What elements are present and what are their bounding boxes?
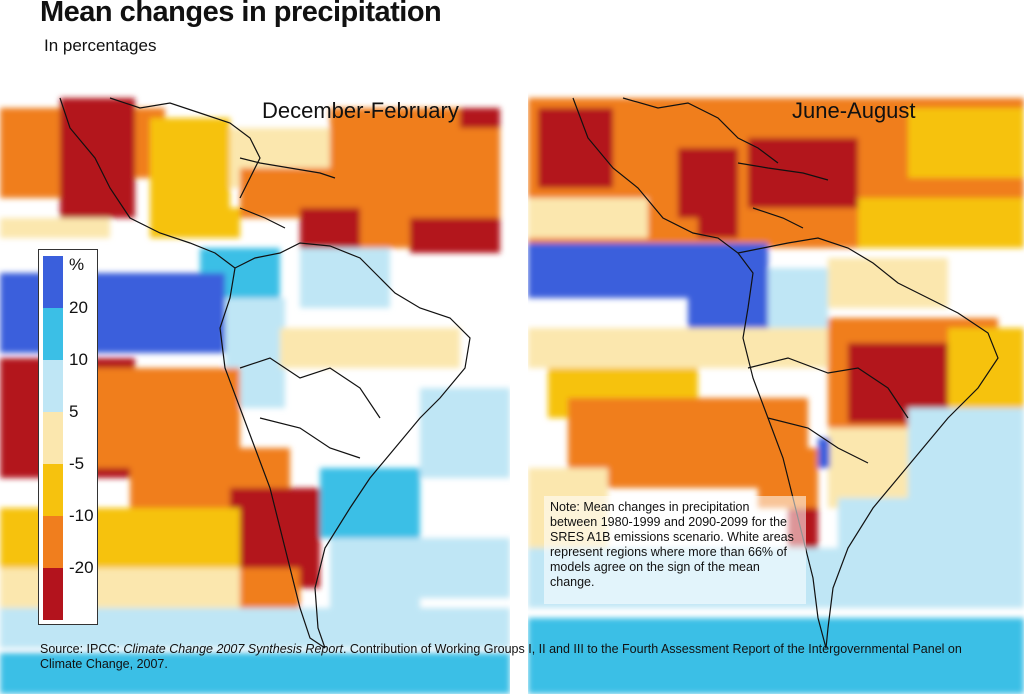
season-label-jun-aug: June-August bbox=[792, 98, 916, 123]
legend-label-minus-5: -5 bbox=[69, 454, 85, 473]
season-label-dec-feb: December-February bbox=[262, 98, 459, 123]
source-report-title: Climate Change 2007 Synthesis Report bbox=[123, 642, 343, 656]
legend-swatch-dark-blue bbox=[43, 256, 63, 308]
source-citation: Source: IPCC: Climate Change 2007 Synthe… bbox=[40, 642, 990, 672]
legend-label-10: 10 bbox=[69, 350, 88, 369]
legend-swatch-light-blue bbox=[43, 360, 63, 412]
legend-label-5: 5 bbox=[69, 402, 79, 421]
legend-swatch-cream bbox=[43, 412, 63, 464]
page-subtitle: In percentages bbox=[44, 36, 157, 55]
legend-swatch-blue bbox=[43, 308, 63, 360]
legend-swatch-dark-red bbox=[43, 568, 63, 620]
legend-label-minus-20: -20 bbox=[69, 558, 94, 577]
note-box: Note: Mean changes in precipitation betw… bbox=[544, 496, 806, 604]
note-text: Note: Mean changes in precipitation betw… bbox=[550, 500, 794, 589]
page-title: Mean changes in precipitation bbox=[40, 0, 442, 28]
legend-swatch-orange bbox=[43, 516, 63, 568]
legend-label-minus-10: -10 bbox=[69, 506, 94, 525]
legend-swatch-yellow bbox=[43, 464, 63, 516]
legend-unit: % bbox=[69, 255, 85, 274]
legend-label-20: 20 bbox=[69, 298, 88, 317]
source-suffix: . Contribution of Working Groups I, II a… bbox=[40, 642, 962, 671]
source-prefix: Source: IPCC: bbox=[40, 642, 124, 656]
legend: % 20 10 5 -5 -10 -20 bbox=[38, 249, 98, 625]
